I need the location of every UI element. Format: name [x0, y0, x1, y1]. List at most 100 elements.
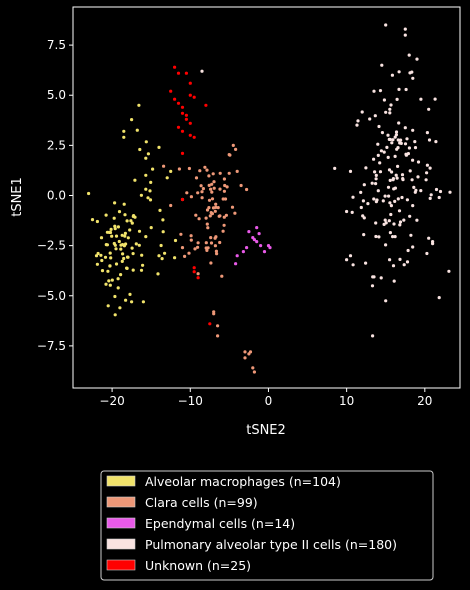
scatter-point	[355, 123, 359, 127]
scatter-point	[410, 70, 414, 74]
scatter-point	[223, 197, 228, 201]
scatter-point	[161, 218, 165, 222]
scatter-point	[104, 243, 108, 247]
scatter-point	[94, 254, 99, 258]
scatter-point	[345, 258, 349, 262]
scatter-point	[122, 129, 126, 133]
scatter-point	[214, 202, 218, 206]
scatter-point	[428, 166, 432, 170]
scatter-point	[180, 105, 185, 109]
scatter-point	[198, 169, 202, 173]
scatter-point	[106, 304, 110, 308]
scatter-point	[189, 238, 193, 242]
scatter-point	[438, 189, 443, 194]
scatter-point	[218, 171, 222, 175]
scatter-point	[397, 70, 401, 74]
scatter-point	[206, 246, 210, 250]
scatter-point	[124, 298, 128, 302]
scatter-point	[396, 164, 400, 168]
scatter-point	[384, 243, 388, 247]
scatter-point	[158, 208, 162, 212]
scatter-point	[377, 124, 381, 129]
scatter-point	[396, 197, 400, 201]
scatter-point	[361, 199, 365, 203]
scatter-point	[169, 203, 173, 208]
scatter-point	[146, 152, 150, 156]
scatter-point	[139, 268, 144, 272]
scatter-point	[243, 350, 247, 354]
scatter-point	[384, 299, 388, 303]
scatter-point	[251, 366, 255, 370]
scatter-point	[255, 226, 259, 230]
scatter-point	[394, 130, 399, 134]
scatter-point	[124, 242, 128, 246]
scatter-point	[122, 256, 126, 261]
scatter-point	[376, 153, 380, 157]
scatter-point	[374, 173, 378, 177]
scatter-point	[399, 138, 403, 142]
scatter-point	[375, 198, 379, 202]
scatter-point	[372, 275, 376, 279]
scatter-point	[379, 149, 383, 153]
scatter-point	[405, 198, 409, 202]
scatter-point	[382, 222, 386, 226]
scatter-point	[225, 185, 229, 189]
scatter-point	[113, 227, 117, 231]
y-tick-label: −5.0	[37, 289, 66, 303]
scatter-point	[126, 255, 130, 259]
scatter-point	[87, 191, 91, 196]
scatter-point	[204, 216, 208, 220]
scatter-point	[389, 212, 393, 217]
scatter-point	[141, 300, 145, 304]
scatter-point	[179, 232, 183, 236]
scatter-point	[113, 201, 117, 205]
scatter-point	[370, 181, 374, 185]
scatter-point	[362, 233, 366, 237]
scatter-point	[216, 206, 220, 210]
scatter-point	[381, 199, 385, 203]
scatter-point	[403, 142, 408, 146]
scatter-point	[196, 276, 200, 280]
x-tick-label: −20	[99, 394, 124, 408]
scatter-point	[220, 274, 224, 278]
scatter-point	[404, 152, 408, 156]
scatter-point	[216, 324, 220, 328]
scatter-point	[437, 296, 441, 300]
scatter-point	[400, 173, 405, 177]
scatter-point	[117, 210, 122, 214]
scatter-point	[169, 89, 173, 93]
scatter-point	[431, 242, 435, 246]
scatter-point	[362, 183, 366, 187]
scatter-point	[397, 87, 401, 91]
legend-swatch	[106, 559, 136, 571]
scatter-point	[388, 231, 392, 235]
scatter-point	[207, 206, 211, 210]
scatter-point	[138, 147, 142, 152]
scatter-point	[128, 292, 132, 296]
scatter-point	[95, 219, 99, 224]
scatter-point	[205, 208, 210, 212]
scatter-point	[183, 254, 187, 258]
scatter-point	[211, 172, 215, 176]
scatter-point	[372, 89, 376, 93]
scatter-point	[379, 276, 383, 280]
scatter-point	[148, 198, 153, 202]
legend-swatch	[106, 496, 136, 508]
scatter-point	[386, 185, 391, 189]
x-tick-label: −10	[178, 394, 203, 408]
scatter-point	[408, 169, 412, 173]
scatter-point	[403, 126, 407, 130]
scatter-point	[218, 240, 222, 245]
scatter-point	[378, 161, 382, 165]
y-tick-label: −7.5	[37, 339, 66, 353]
scatter-point	[222, 189, 226, 193]
scatter-point	[144, 173, 148, 177]
scatter-point	[230, 205, 235, 209]
scatter-point	[402, 263, 406, 267]
scatter-point	[188, 133, 192, 137]
scatter-point	[196, 241, 200, 245]
x-tick-label: 10	[339, 394, 354, 408]
scatter-point	[406, 152, 410, 156]
scatter-point	[184, 113, 188, 117]
